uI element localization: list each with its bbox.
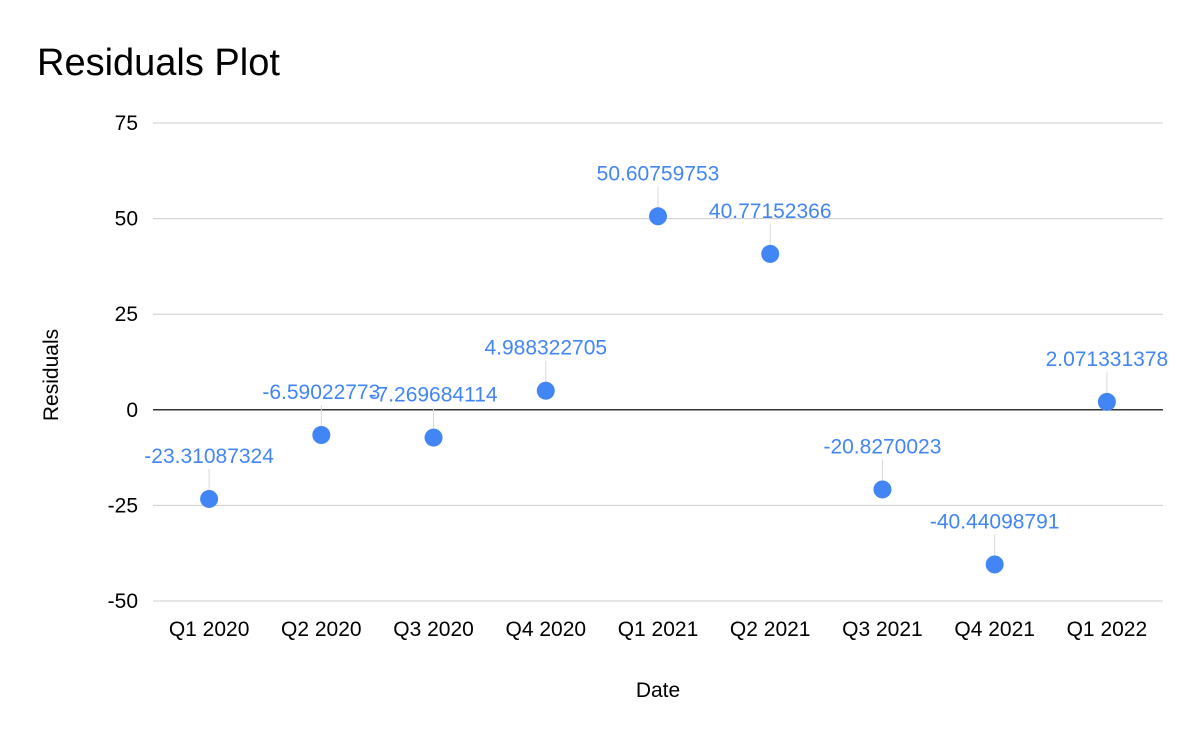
data-points (200, 207, 1116, 574)
y-tick-label: 25 (115, 303, 138, 326)
data-point (761, 244, 780, 263)
chart-title: Residuals Plot (37, 42, 280, 84)
x-tick-label: Q1 2021 (618, 618, 699, 641)
data-point (312, 426, 331, 445)
data-label: 4.988322705 (484, 337, 607, 360)
data-labels: -23.31087324 -6.59022773-7.269684114 4.988… (144, 162, 1168, 533)
y-tick-label: 0 (126, 399, 138, 422)
y-tick-label: -25 (108, 494, 138, 517)
y-tick-label: 75 (115, 112, 138, 135)
data-label: 40.77152366 (709, 200, 832, 223)
x-tick-label: Q3 2020 (393, 618, 474, 641)
data-point (200, 489, 219, 508)
x-tick-label: Q4 2020 (505, 618, 586, 641)
data-label: -23.31087324 (144, 445, 274, 468)
data-point (873, 480, 892, 499)
y-tick-label: 50 (115, 208, 138, 231)
data-label: 50.60759753 (597, 162, 720, 185)
x-tick-labels: Q1 2020 Q2 2020 Q3 2020 Q4 2020 Q1 2021 Q2 20… (169, 618, 1147, 641)
y-tick-labels: -50 -25 0 25 50 75 (108, 112, 138, 613)
x-tick-label: Q1 2020 (169, 618, 250, 641)
data-point (424, 428, 443, 447)
data-label: -6.59022773 (262, 381, 380, 404)
data-point (649, 207, 667, 226)
data-label: 2.071331378 (1046, 348, 1169, 371)
data-point (536, 381, 555, 400)
x-tick-label: Q2 2021 (730, 618, 811, 641)
x-axis-title: Date (636, 679, 680, 702)
y-axis-title: Residuals (40, 329, 63, 421)
x-tick-label: Q1 2022 (1067, 618, 1148, 641)
data-label-leaders (208, 186, 1108, 556)
x-tick-label: Q2 2020 (281, 618, 362, 641)
data-point (1097, 392, 1116, 411)
data-label: -7.269684114 (370, 384, 498, 407)
y-tick-label: -50 (108, 590, 138, 613)
data-point (985, 555, 1004, 574)
x-tick-label: Q4 2021 (954, 618, 1035, 641)
data-label: -20.8270023 (823, 435, 941, 458)
data-label: -40.44098791 (930, 510, 1060, 533)
x-tick-label: Q3 2021 (842, 618, 923, 641)
